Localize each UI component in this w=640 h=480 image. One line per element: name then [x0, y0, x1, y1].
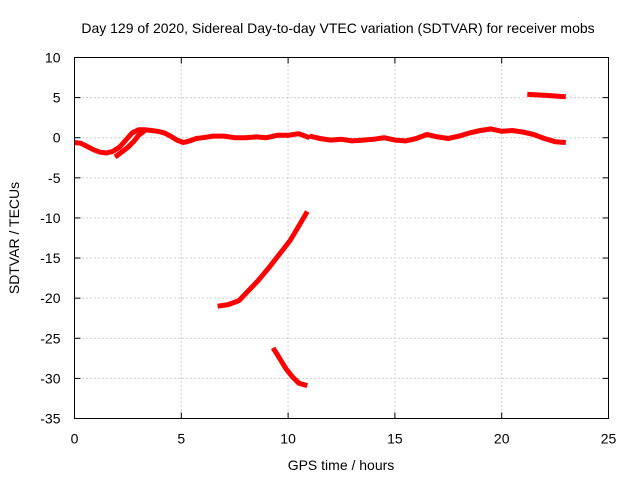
x-tick-label-4: 20 — [494, 431, 510, 447]
series-arc-3 — [308, 126, 566, 145]
y-tick-label-0: 10 — [45, 50, 61, 66]
y-tick-label-4: -10 — [40, 210, 60, 226]
y-axis: 10 5 0 -5 -10 -15 -20 -25 -30 -35 — [40, 50, 609, 427]
y-tick-label-2: 0 — [53, 130, 61, 146]
y-tick-label-9: -35 — [40, 411, 60, 427]
y-axis-label: SDTVAR / TECUs — [6, 182, 22, 294]
y-tick-label-6: -20 — [40, 290, 60, 306]
y-tick-label-8: -30 — [40, 370, 60, 386]
y-tick-label-1: 5 — [53, 90, 61, 106]
series-arc-5 — [217, 210, 310, 309]
x-tick-label-2: 10 — [280, 431, 296, 447]
y-tick-label-5: -15 — [40, 250, 60, 266]
series-arc-6 — [270, 346, 308, 389]
x-tick-label-5: 25 — [601, 431, 617, 447]
x-tick-label-0: 0 — [71, 431, 79, 447]
data-series — [74, 91, 566, 389]
x-axis-label: GPS time / hours — [288, 457, 395, 473]
x-tick-label-1: 5 — [177, 431, 185, 447]
chart-title: Day 129 of 2020, Sidereal Day-to-day VTE… — [81, 20, 594, 36]
series-arc-2 — [113, 128, 147, 159]
plot-frame — [74, 57, 609, 419]
y-tick-label-3: -5 — [48, 170, 61, 186]
y-tick-label-7: -25 — [40, 330, 60, 346]
x-axis: 0 5 10 15 20 25 — [71, 57, 617, 447]
x-tick-label-3: 15 — [387, 431, 403, 447]
series-arc-4 — [527, 91, 566, 100]
series-arc-1 — [74, 127, 311, 156]
grid-lines — [74, 57, 609, 419]
